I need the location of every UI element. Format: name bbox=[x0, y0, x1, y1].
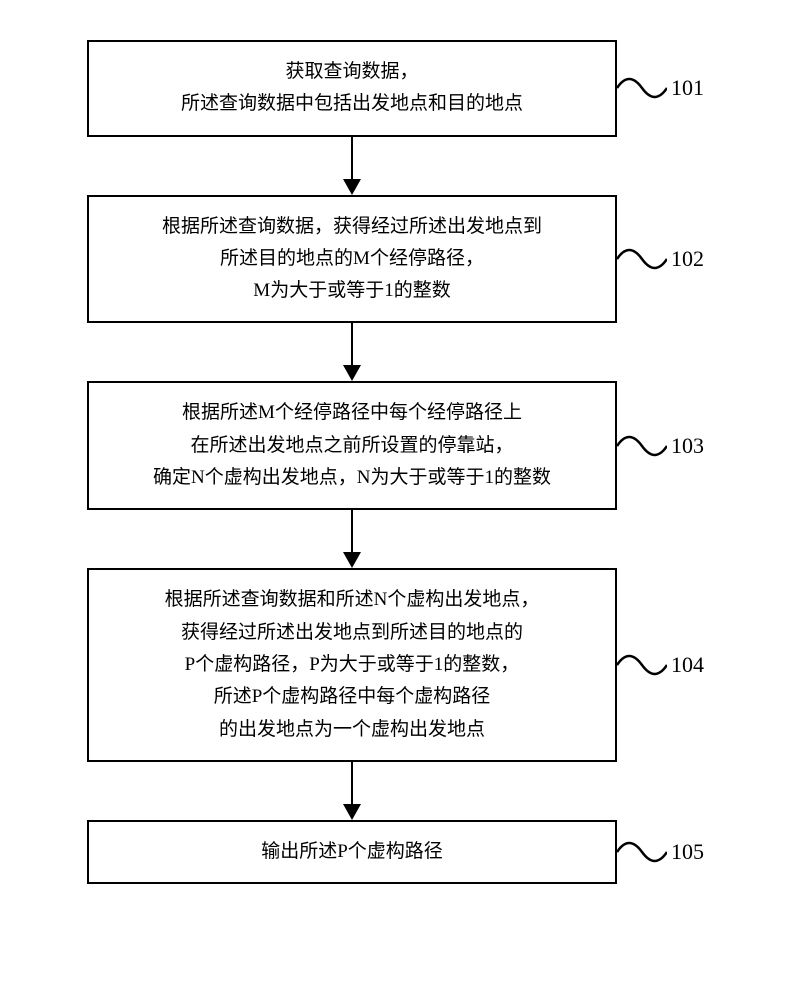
connector-wave bbox=[617, 832, 667, 872]
step-number: 105 bbox=[671, 839, 704, 865]
arrow-line bbox=[351, 137, 353, 179]
arrow-line bbox=[351, 510, 353, 552]
arrow-head-icon bbox=[343, 365, 361, 381]
arrow-head-icon bbox=[343, 552, 361, 568]
process-text-line: 在所述出发地点之前所设置的停靠站， bbox=[107, 430, 597, 462]
flow-step-row: 根据所述查询数据和所述N个虚构出发地点，获得经过所述出发地点到所述目的地点的P个… bbox=[47, 568, 747, 761]
connector-wave bbox=[617, 68, 667, 108]
flowchart-container: 获取查询数据，所述查询数据中包括出发地点和目的地点 101 根据所述查询数据，获得… bbox=[47, 40, 747, 884]
flow-arrow bbox=[87, 323, 617, 381]
flow-arrow bbox=[87, 510, 617, 568]
process-text-line: 根据所述查询数据和所述N个虚构出发地点， bbox=[107, 584, 597, 616]
arrow-line bbox=[351, 762, 353, 804]
connector-wave bbox=[617, 426, 667, 466]
step-number: 101 bbox=[671, 75, 704, 101]
process-text-line: 根据所述查询数据，获得经过所述出发地点到 bbox=[107, 211, 597, 243]
process-text-line: 根据所述M个经停路径中每个经停路径上 bbox=[107, 397, 597, 429]
process-box: 根据所述M个经停路径中每个经停路径上在所述出发地点之前所设置的停靠站，确定N个虚… bbox=[87, 381, 617, 510]
process-text-line: 所述目的地点的M个经停路径， bbox=[107, 243, 597, 275]
process-text-line: 输出所述P个虚构路径 bbox=[107, 836, 597, 868]
arrow-line bbox=[351, 323, 353, 365]
arrow-head-icon bbox=[343, 804, 361, 820]
connector-wave bbox=[617, 239, 667, 279]
flow-step-row: 根据所述M个经停路径中每个经停路径上在所述出发地点之前所设置的停靠站，确定N个虚… bbox=[47, 381, 747, 510]
step-number: 103 bbox=[671, 433, 704, 459]
process-text-line: 获得经过所述出发地点到所述目的地点的 bbox=[107, 617, 597, 649]
process-box: 根据所述查询数据和所述N个虚构出发地点，获得经过所述出发地点到所述目的地点的P个… bbox=[87, 568, 617, 761]
flow-step-row: 输出所述P个虚构路径 105 bbox=[47, 820, 747, 884]
process-box: 获取查询数据，所述查询数据中包括出发地点和目的地点 bbox=[87, 40, 617, 137]
step-number: 104 bbox=[671, 652, 704, 678]
flow-arrow bbox=[87, 137, 617, 195]
step-label-col: 102 bbox=[617, 239, 737, 279]
process-box: 输出所述P个虚构路径 bbox=[87, 820, 617, 884]
step-label-col: 101 bbox=[617, 68, 737, 108]
step-label-col: 105 bbox=[617, 832, 737, 872]
connector-wave bbox=[617, 645, 667, 685]
flow-step-row: 根据所述查询数据，获得经过所述出发地点到所述目的地点的M个经停路径，M为大于或等… bbox=[47, 195, 747, 324]
process-box: 根据所述查询数据，获得经过所述出发地点到所述目的地点的M个经停路径，M为大于或等… bbox=[87, 195, 617, 324]
process-text-line: P个虚构路径，P为大于或等于1的整数， bbox=[107, 649, 597, 681]
process-text-line: 获取查询数据， bbox=[107, 56, 597, 88]
process-text-line: 所述P个虚构路径中每个虚构路径 bbox=[107, 681, 597, 713]
process-text-line: 确定N个虚构出发地点，N为大于或等于1的整数 bbox=[107, 462, 597, 494]
process-text-line: 所述查询数据中包括出发地点和目的地点 bbox=[107, 88, 597, 120]
flow-arrow bbox=[87, 762, 617, 820]
step-label-col: 104 bbox=[617, 645, 737, 685]
flow-step-row: 获取查询数据，所述查询数据中包括出发地点和目的地点 101 bbox=[47, 40, 747, 137]
arrow-head-icon bbox=[343, 179, 361, 195]
process-text-line: M为大于或等于1的整数 bbox=[107, 275, 597, 307]
step-label-col: 103 bbox=[617, 426, 737, 466]
step-number: 102 bbox=[671, 246, 704, 272]
process-text-line: 的出发地点为一个虚构出发地点 bbox=[107, 714, 597, 746]
